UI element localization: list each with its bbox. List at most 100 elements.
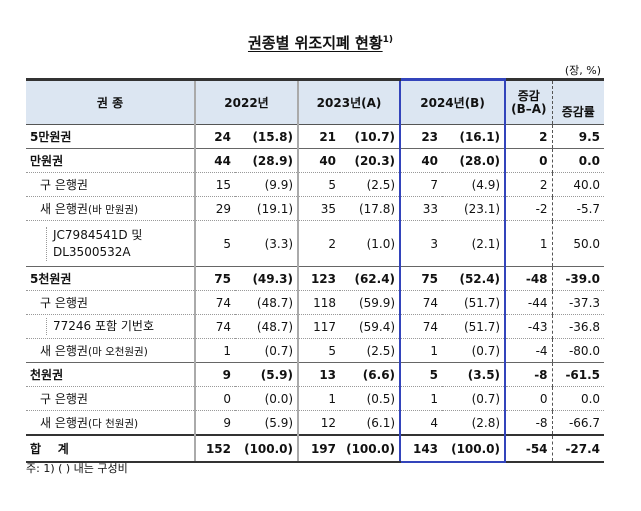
unit-label: (장, %) [564,64,601,77]
count-2022: 9 [194,410,235,436]
change-rate: 50.0 [551,220,605,267]
header-2023: 2023년(A) [297,78,401,125]
count-2023: 118 [297,290,341,315]
count-2023: 2 [297,220,341,267]
row-label: 구 은행권 [26,172,195,197]
change-rate: -66.7 [551,410,605,436]
row-label: 새 은행권(마 오천원권) [26,338,195,363]
count-2022: 152 [194,434,235,463]
share-2022: (3.3) [235,220,299,267]
count-2024: 1 [399,386,443,411]
change-rate: 9.5 [551,124,605,149]
row-label: 새 은행권(다 천원권) [26,410,195,436]
table-row: 77246 포함 기번호 74 (48.7) 117 (59.4) 74 (51.7)… [26,314,605,339]
table-row: 천원권 9 (5.9) 13 (6.6) 5 (3.5) -8 -61.5 [26,362,605,387]
count-2023: 197 [297,434,341,463]
count-2023: 13 [297,362,341,387]
table-row: 구 은행권 74 (48.7) 118 (59.9) 74 (51.7) -44 -37… [26,290,605,315]
count-2022: 1 [194,338,235,363]
change-rate: -27.4 [551,434,605,463]
share-2024: (0.7) [442,386,507,411]
row-label: 5만원권 [26,124,195,149]
share-2024: (23.1) [442,196,507,221]
row-label: 5천원권 [26,266,195,291]
counterfeit-table: 권 종 2022년 2023년(A) 2024년(B) 증감 (B–A) 증감률 … [26,78,605,463]
share-2024: (0.7) [442,338,507,363]
count-2024: 23 [399,124,443,149]
share-2024: (51.7) [442,290,507,315]
count-2022: 24 [194,124,235,149]
change-rate: -5.7 [551,196,605,221]
change-rate: 0.0 [551,386,605,411]
table-row: 합 계 152 (100.0) 197 (100.0) 143 (100.0) -54… [26,434,605,463]
share-2024: (4.9) [442,172,507,197]
change-rate: 0.0 [551,148,605,173]
change-rate: -37.3 [551,290,605,315]
table-row: 구 은행권 15 (9.9) 5 (2.5) 7 (4.9) 2 40.0 [26,172,605,197]
change-value: -2 [505,196,553,221]
count-2022: 74 [194,290,235,315]
row-label: 77246 포함 기번호 [26,314,195,339]
share-2023: (10.7) [340,124,401,149]
count-2022: 15 [194,172,235,197]
share-2022: (0.0) [235,386,299,411]
change-value: 0 [505,386,553,411]
count-2022: 74 [194,314,235,339]
share-2024: (51.7) [442,314,507,339]
count-2024: 3 [399,220,443,267]
change-rate: -61.5 [551,362,605,387]
share-2024: (28.0) [442,148,507,173]
count-2024: 75 [399,266,443,291]
count-2023: 5 [297,172,341,197]
share-2024: (52.4) [442,266,507,291]
count-2023: 21 [297,124,341,149]
share-2022: (19.1) [235,196,299,221]
share-2022: (100.0) [235,434,299,463]
count-2024: 5 [399,362,443,387]
change-value: -8 [505,410,553,436]
share-2023: (100.0) [340,434,401,463]
table-row: 새 은행권(바 만원권) 29 (19.1) 35 (17.8) 33 (23.1) … [26,196,605,221]
share-2022: (48.7) [235,314,299,339]
row-label: 만원권 [26,148,195,173]
count-2023: 5 [297,338,341,363]
share-2023: (17.8) [340,196,401,221]
row-label: JC7984541D 및 DL3500532A [26,220,195,267]
header-type: 권 종 [26,78,195,125]
row-label: 구 은행권 [26,386,195,411]
change-value: -4 [505,338,553,363]
share-2024: (2.1) [442,220,507,267]
table-row: 구 은행권 0 (0.0) 1 (0.5) 1 (0.7) 0 0.0 [26,386,605,411]
share-2024: (2.8) [442,410,507,436]
share-2023: (59.4) [340,314,401,339]
change-value: 2 [505,124,553,149]
share-2022: (5.9) [235,362,299,387]
table-row: 5만원권 24 (15.8) 21 (10.7) 23 (16.1) 2 9.5 [26,124,605,149]
share-2023: (2.5) [340,172,401,197]
share-2023: (6.6) [340,362,401,387]
count-2022: 44 [194,148,235,173]
count-2024: 74 [399,314,443,339]
share-2023: (1.0) [340,220,401,267]
count-2024: 143 [399,434,443,463]
count-2024: 40 [399,148,443,173]
row-label: 천원권 [26,362,195,387]
share-2022: (0.7) [235,338,299,363]
share-2024: (16.1) [442,124,507,149]
row-label: 구 은행권 [26,290,195,315]
count-2024: 4 [399,410,443,436]
count-2024: 1 [399,338,443,363]
count-2022: 9 [194,362,235,387]
count-2022: 5 [194,220,235,267]
share-2022: (28.9) [235,148,299,173]
count-2023: 40 [297,148,341,173]
change-rate: -39.0 [551,266,605,291]
table-row: 만원권 44 (28.9) 40 (20.3) 40 (28.0) 0 0.0 [26,148,605,173]
count-2022: 0 [194,386,235,411]
header-change: 증감 (B–A) [505,78,553,125]
share-2022: (49.3) [235,266,299,291]
table-row: JC7984541D 및 DL3500532A 5 (3.3) 2 (1.0) 3 (2… [26,220,605,267]
share-2022: (48.7) [235,290,299,315]
count-2022: 75 [194,266,235,291]
header-rate: 증감률 [551,78,605,125]
